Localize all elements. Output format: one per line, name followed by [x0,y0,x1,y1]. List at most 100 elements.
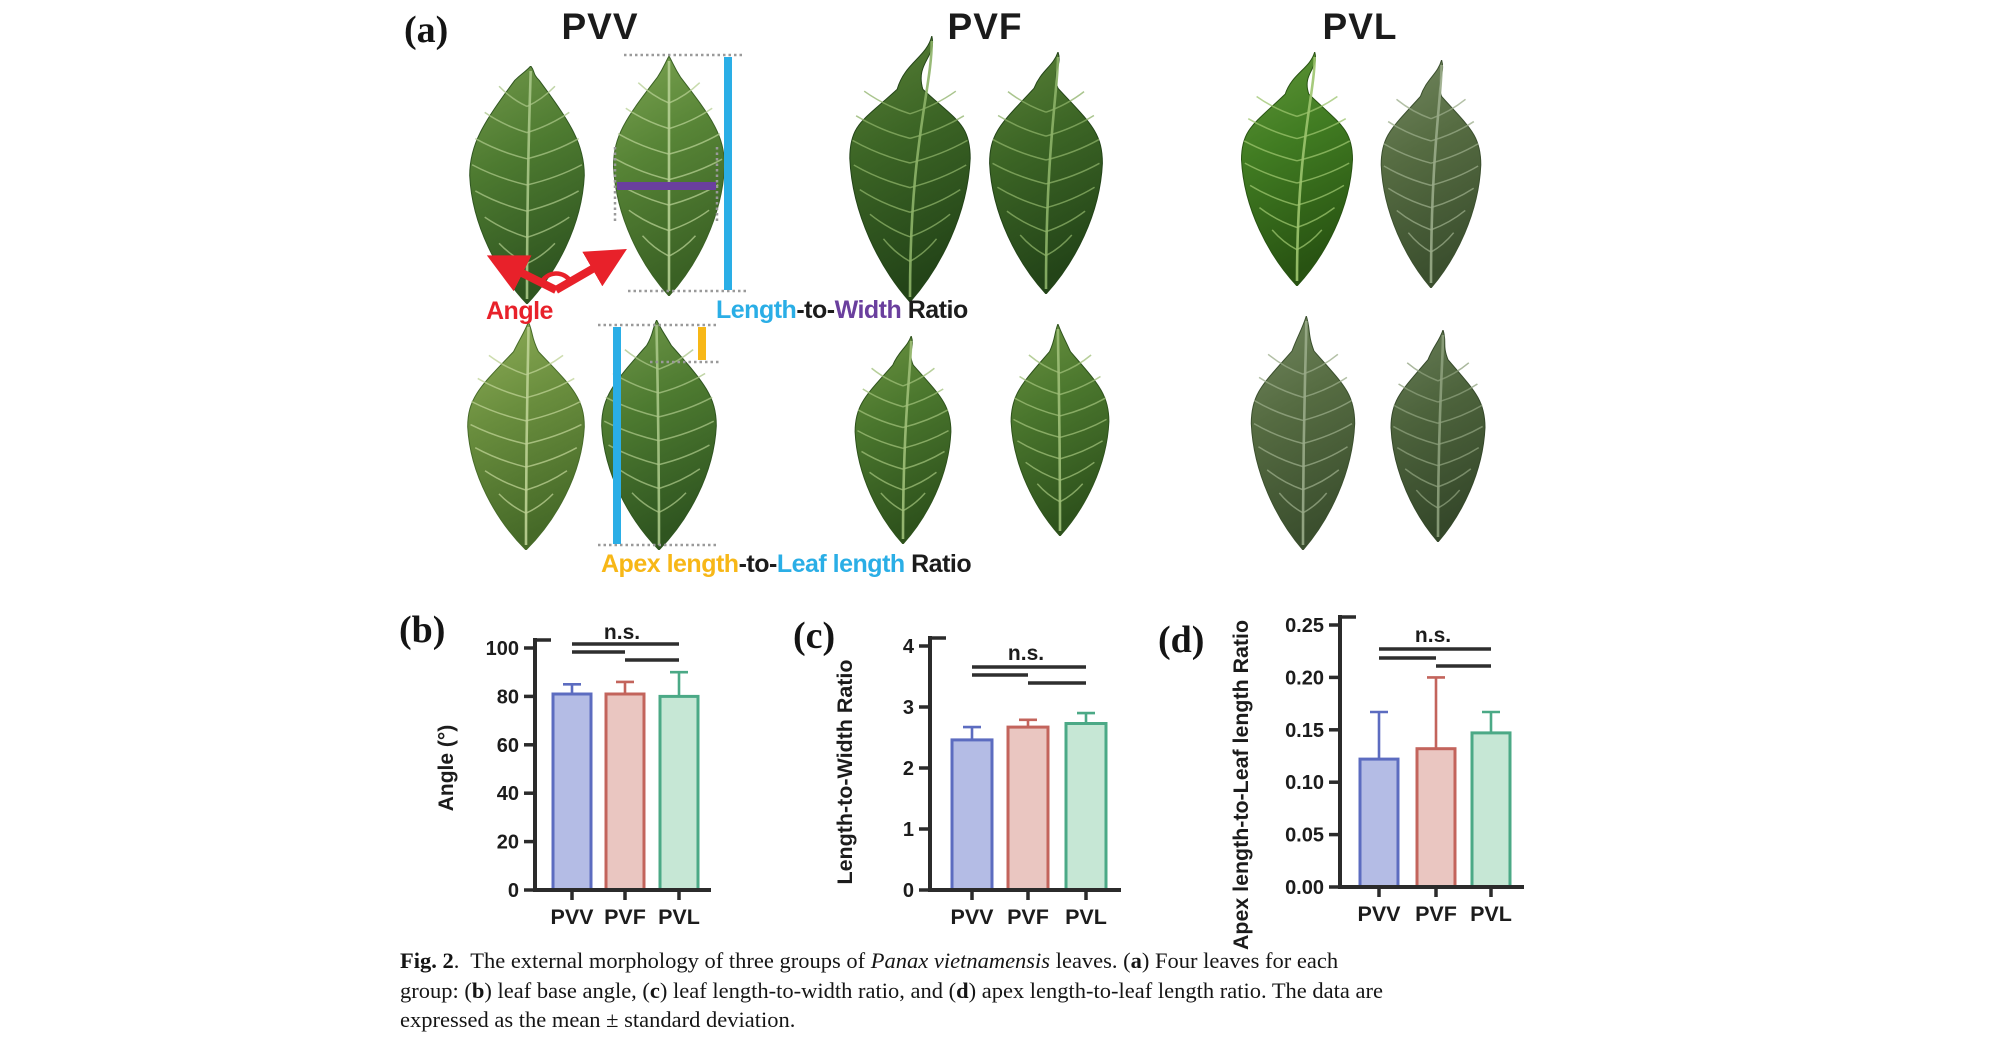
leaf-midrib [525,70,532,300]
apex-to-leaf-label: Apex length-to-Leaf length Ratio [601,550,972,579]
leaf-vein [1258,376,1304,399]
x-category-label: PVF [1415,902,1457,926]
leaf-vein [1059,354,1092,374]
leaf-vein [855,115,911,140]
leaf-vein [1045,138,1100,161]
leaf-vein [658,372,706,394]
leaf-vein [1253,399,1304,422]
leaf-blade [601,320,717,550]
leaf-pvl-1 [1240,52,1354,286]
leaf-vein [1302,376,1348,399]
leaf-vein [525,400,581,422]
leaf-vein [857,409,904,429]
leaf-vein [658,492,687,514]
chart-c-length-width-ratio: (c) 0 1 2 3 4 PVV PVF PVL n.s. Length-to-Width Ra… [785,610,1145,960]
leaf-vein [526,190,580,212]
leaf-vein [902,492,926,512]
y-tick-label: 3 [903,697,914,719]
leaf-vein [526,137,580,160]
group-title-pvv: PVV [561,6,639,47]
caption-line-3: expressed as the mean ± standard deviati… [400,1005,1565,1035]
leaf-vein [857,429,904,450]
leaf-vein [1437,425,1484,446]
y-tick-label: 0.00 [1285,877,1324,899]
leaf-blade [989,52,1103,294]
group-title-pvf: PVF [947,6,1023,47]
leaf-midrib [908,40,934,298]
y-tick-label: 0.15 [1285,720,1324,742]
leaf-pvl-3 [1250,316,1356,550]
y-tick-label: 0.10 [1285,772,1324,794]
angle-arrow-left [486,255,558,294]
caption-segment-2-2: b [471,977,485,1003]
leaf-vein [658,420,715,442]
leaf-vein [1059,440,1103,460]
al-label-part-0: Apex length [601,550,739,578]
leaf-vein [488,354,527,376]
leaf-blade [1380,60,1482,288]
leaf-vein [1013,418,1061,439]
panel-c-label: (c) [793,615,836,657]
leaf-vein [902,450,945,470]
leaf-blade [849,36,971,302]
leaf-vein [498,493,527,514]
leaf-vein [525,493,554,514]
leaf-vein [992,162,1047,185]
leaf-vein [871,367,904,387]
x-category-label: PVL [1065,905,1107,929]
leaf-vein [1059,418,1107,439]
y-tick-label: 40 [497,783,519,805]
leaf-vein [1045,114,1095,137]
leaf-blade [1240,52,1354,286]
leaf-vein [1437,362,1470,382]
leaf-vein [852,139,911,164]
leaf-vein [1396,98,1432,120]
leaf-vein [498,85,528,108]
leaf-vein [909,188,961,213]
leaf-vein [1045,91,1085,113]
caption-segment-1-6: ) Four leaves for each [1141,948,1339,973]
bar-pvf [1415,747,1457,889]
panel-d-label: (d) [1158,619,1205,661]
leaf-pvf-3 [854,336,952,544]
leaf-vein [902,429,949,450]
lw-label-part-1: -to- [796,296,835,324]
figure-caption: Fig. 2. The external morphology of three… [400,946,1565,1035]
caption-segment-1-5: a [1130,948,1142,973]
leaf-vein [1045,162,1100,185]
leaf-vein [484,470,527,491]
leaf-vein [1430,98,1466,120]
angle-arc [538,271,573,285]
panel-a-label: (a) [404,9,449,51]
leaf-vein [1249,184,1298,206]
leaf-vein [1258,207,1298,229]
leaf-blade [1390,330,1486,542]
leaf-vein [1296,95,1338,118]
leaf-midrib [1436,334,1445,538]
leaf-vein [1430,187,1475,209]
leaf-vein [625,107,670,130]
leaf-blade [1250,316,1356,550]
leaf-vein [1404,468,1439,488]
leaf-vein [668,209,710,232]
leaf-vein [1296,118,1347,140]
leaf-vein [1437,468,1472,488]
leaf-vein [525,423,582,445]
caption-line-1: Fig. 2. The external morphology of three… [400,946,1565,976]
caption-segment-2-3: ) leaf base angle, ( [484,977,650,1003]
leaf-vein [1244,162,1298,184]
leaf-vein [525,447,578,468]
leaf-vein [1302,469,1340,491]
leaf-vein [526,242,556,265]
leaf-pvv-3 [467,322,585,550]
leaf-vein [1383,143,1432,164]
bar-pvl [658,694,700,892]
leaf-midrib [1044,56,1060,290]
leaf-midrib [1056,328,1062,532]
y-tick-label: 80 [497,686,519,708]
ns-label: n.s. [604,621,640,644]
leaf-vein [859,188,911,213]
leaf-pvv-4 [601,320,717,550]
leaf-vein [1006,210,1047,233]
leaf-blade [469,66,585,304]
